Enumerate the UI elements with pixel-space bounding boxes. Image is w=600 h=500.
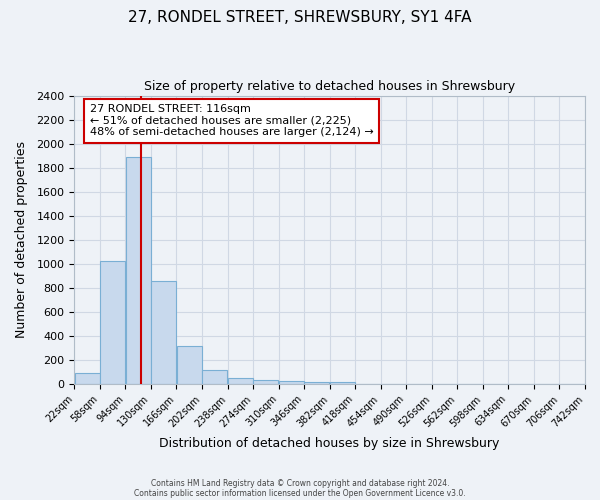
Bar	[151, 280, 176, 384]
Y-axis label: Number of detached properties: Number of detached properties	[15, 142, 28, 338]
Bar	[202, 370, 227, 384]
Text: Contains public sector information licensed under the Open Government Licence v3: Contains public sector information licen…	[134, 488, 466, 498]
Bar	[100, 262, 125, 384]
Bar	[304, 382, 329, 384]
Bar	[228, 378, 253, 384]
Title: Size of property relative to detached houses in Shrewsbury: Size of property relative to detached ho…	[144, 80, 515, 93]
Text: 27, RONDEL STREET, SHREWSBURY, SY1 4FA: 27, RONDEL STREET, SHREWSBURY, SY1 4FA	[128, 10, 472, 25]
Text: 27 RONDEL STREET: 116sqm
← 51% of detached houses are smaller (2,225)
48% of sem: 27 RONDEL STREET: 116sqm ← 51% of detach…	[89, 104, 373, 138]
Bar	[279, 381, 304, 384]
X-axis label: Distribution of detached houses by size in Shrewsbury: Distribution of detached houses by size …	[160, 437, 500, 450]
Bar	[176, 346, 202, 384]
Bar	[253, 380, 278, 384]
Text: Contains HM Land Registry data © Crown copyright and database right 2024.: Contains HM Land Registry data © Crown c…	[151, 478, 449, 488]
Bar	[74, 373, 100, 384]
Bar	[125, 157, 151, 384]
Bar	[330, 382, 355, 384]
